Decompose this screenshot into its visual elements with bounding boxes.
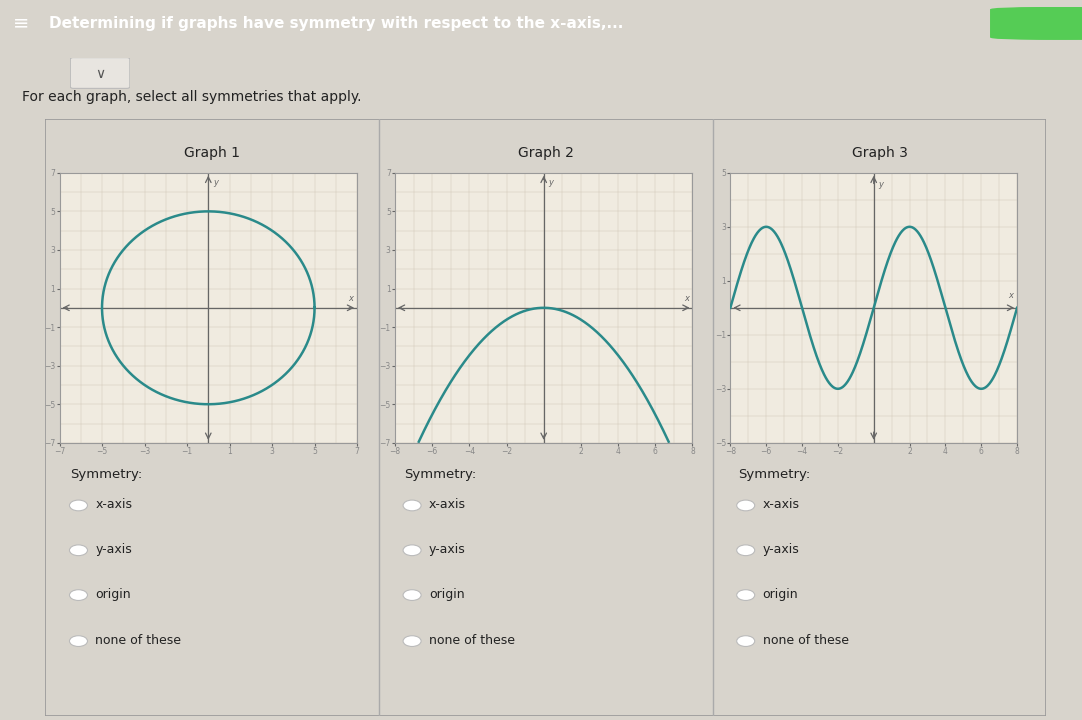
- Circle shape: [404, 636, 421, 647]
- Text: y-axis: y-axis: [95, 543, 132, 556]
- Text: x-axis: x-axis: [95, 498, 132, 511]
- Circle shape: [737, 500, 755, 510]
- Text: x-axis: x-axis: [763, 498, 800, 511]
- Circle shape: [69, 636, 88, 647]
- Text: origin: origin: [430, 588, 465, 601]
- Circle shape: [404, 590, 421, 600]
- Circle shape: [404, 500, 421, 510]
- Text: Symmetry:: Symmetry:: [70, 469, 143, 482]
- Circle shape: [69, 500, 88, 510]
- Text: origin: origin: [95, 588, 131, 601]
- Text: Graph 3: Graph 3: [852, 145, 908, 160]
- FancyBboxPatch shape: [70, 58, 130, 89]
- Text: Symmetry:: Symmetry:: [404, 469, 476, 482]
- Text: none of these: none of these: [430, 634, 515, 647]
- Circle shape: [737, 636, 755, 647]
- Text: none of these: none of these: [763, 634, 848, 647]
- Text: x-axis: x-axis: [430, 498, 466, 511]
- Text: Graph 2: Graph 2: [518, 145, 573, 160]
- Text: ≡: ≡: [13, 14, 29, 33]
- Text: origin: origin: [763, 588, 799, 601]
- Text: Graph 1: Graph 1: [184, 145, 240, 160]
- Text: x: x: [347, 294, 353, 303]
- Circle shape: [69, 545, 88, 556]
- Text: For each graph, select all symmetries that apply.: For each graph, select all symmetries th…: [22, 90, 361, 104]
- Text: ∨: ∨: [95, 67, 105, 81]
- Text: y-axis: y-axis: [763, 543, 800, 556]
- Text: x: x: [684, 294, 689, 303]
- Circle shape: [737, 545, 755, 556]
- Text: y: y: [549, 178, 553, 186]
- Text: y: y: [879, 179, 883, 189]
- Text: y-axis: y-axis: [430, 543, 466, 556]
- Text: y: y: [213, 178, 219, 186]
- Circle shape: [737, 590, 755, 600]
- FancyBboxPatch shape: [990, 7, 1082, 40]
- Circle shape: [404, 545, 421, 556]
- FancyBboxPatch shape: [1008, 7, 1082, 40]
- Circle shape: [69, 590, 88, 600]
- Text: Symmetry:: Symmetry:: [738, 469, 810, 482]
- Text: none of these: none of these: [95, 634, 182, 647]
- Text: x: x: [1008, 292, 1014, 300]
- Text: Determining if graphs have symmetry with respect to the x-axis,...: Determining if graphs have symmetry with…: [49, 16, 623, 31]
